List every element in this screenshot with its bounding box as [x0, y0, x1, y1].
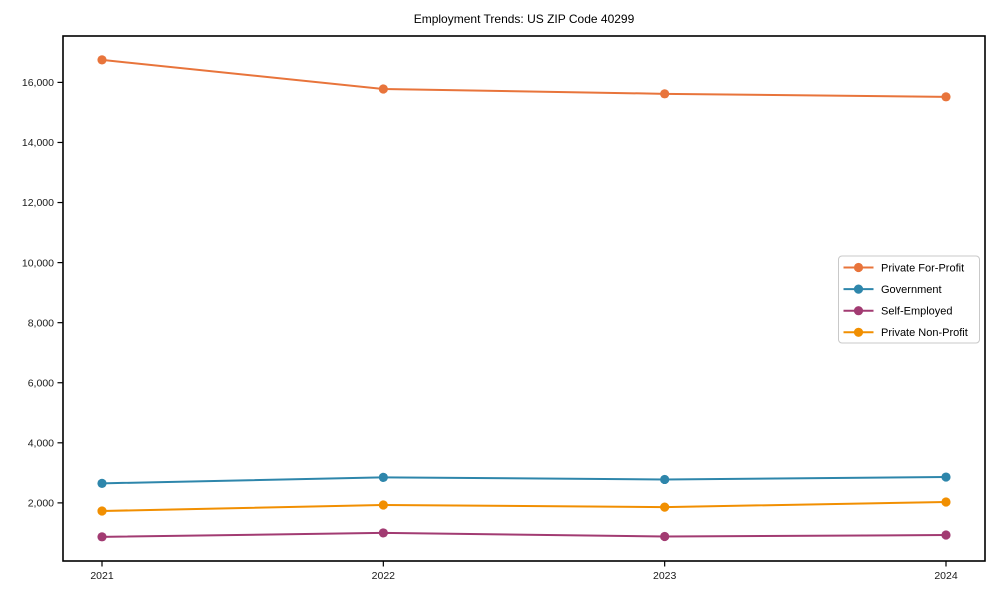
x-tick-label: 2021 [90, 570, 114, 582]
series-government [97, 472, 951, 488]
y-tick-label: 2,000 [28, 498, 54, 510]
data-point [378, 528, 388, 538]
legend-label: Government [881, 284, 942, 296]
data-point [97, 478, 107, 488]
legend-label: Private For-Profit [881, 262, 964, 274]
series-line [101, 500, 947, 512]
series-self-employed [97, 528, 951, 542]
x-tick-label: 2023 [653, 570, 677, 582]
legend-item: Self-Employed [843, 306, 953, 318]
x-tick-label: 2024 [934, 570, 958, 582]
legend-label: Self-Employed [881, 306, 953, 318]
chart-title: Employment Trends: US ZIP Code 40299 [413, 12, 635, 26]
data-point [378, 84, 388, 94]
series-private-non-profit [97, 497, 951, 516]
series-private-for-profit [97, 55, 951, 102]
axes: 2,000 4,000 6,000 8,000 10,000 12,000 14,000 16… [22, 35, 986, 582]
legend-marker-dot [853, 306, 864, 316]
y-tick-label: 6,000 [28, 377, 54, 389]
legend-marker-dot [853, 262, 864, 273]
data-point [378, 472, 388, 482]
data-point [97, 55, 107, 65]
series-line [101, 58, 947, 98]
y-tick-label: 4,000 [28, 438, 54, 450]
series-line [101, 476, 947, 485]
y-tick-label: 16,000 [22, 77, 54, 89]
data-point [660, 89, 670, 99]
legend-item: Government [843, 284, 942, 296]
data-point [97, 532, 107, 542]
series-line [101, 531, 947, 538]
data-point [941, 497, 951, 507]
data-point [941, 92, 951, 102]
legend-item: Private Non-Profit [843, 327, 968, 339]
legend: Private For-Profit Government Self-Employe… [838, 255, 980, 344]
legend-marker-dot [853, 327, 864, 337]
legend-item: Private For-Profit [843, 262, 964, 274]
legend-marker-dot [853, 284, 864, 294]
data-point [378, 500, 388, 510]
x-tick-label: 2022 [372, 570, 396, 582]
y-tick-label: 14,000 [22, 137, 54, 149]
data-point [660, 502, 670, 512]
data-point [941, 472, 951, 482]
x-axis: 2021 2022 2023 2024 [90, 561, 958, 582]
data-point [660, 474, 670, 485]
y-tick-label: 8,000 [28, 317, 54, 329]
legend-label: Private Non-Profit [881, 327, 968, 339]
data-point [660, 531, 670, 542]
y-tick-label: 10,000 [22, 257, 54, 269]
data-point [941, 530, 951, 540]
y-tick-label: 12,000 [22, 197, 54, 209]
data-point [97, 506, 107, 516]
plot-area-border [62, 35, 986, 562]
legend-box [838, 255, 980, 344]
y-axis: 2,000 4,000 6,000 8,000 10,000 12,000 14,000 16… [22, 77, 63, 510]
